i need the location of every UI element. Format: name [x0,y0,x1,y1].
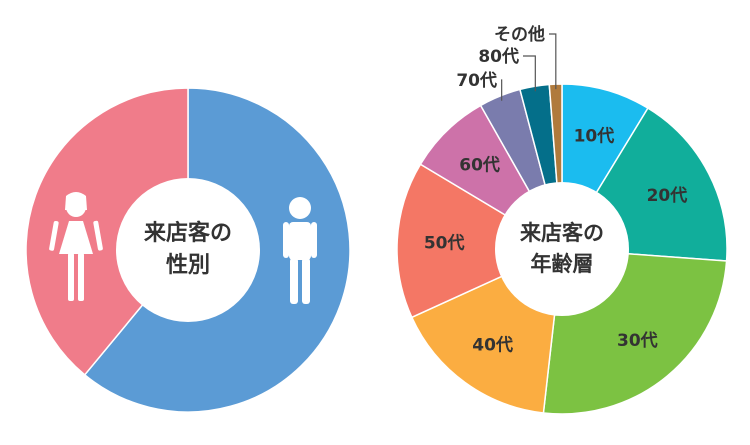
gender-center-disc [116,178,260,322]
gender-title-line-1: 来店客の [143,220,232,246]
age-label-4: 50代 [424,232,465,253]
age-label-0: 10代 [574,125,615,146]
age-slice-4 [396,163,564,319]
male-figure-icon [283,197,317,304]
age-center-disc [495,182,629,316]
age-label-2: 30代 [617,330,658,351]
age-label-3: 40代 [472,334,513,355]
age-callout-label-7: 80代 [478,46,519,67]
age-segment-labels: 10代 20代 30代 40代 50代 60代 [424,125,687,355]
age-label-1: 20代 [647,185,688,206]
gender-title-line-2: 性別 [166,253,210,278]
age-title-line-2: 年齢層 [531,252,594,276]
gender-center-circle: 来店客の 性別 [116,178,260,322]
age-title-line-1: 来店客の [520,221,604,245]
age-callout-line-8 [549,33,557,90]
gender-slice-1 [25,87,189,376]
age-center-circle: 来店客の 年齢層 [495,182,629,316]
age-callout-line-7 [523,55,536,92]
female-figure-icon [49,192,103,301]
age-label-5: 60代 [459,155,500,176]
age-callout-line-6 [501,79,503,101]
age-callout-label-6: 70代 [456,70,497,91]
age-callout-label-8: その他 [494,24,545,45]
